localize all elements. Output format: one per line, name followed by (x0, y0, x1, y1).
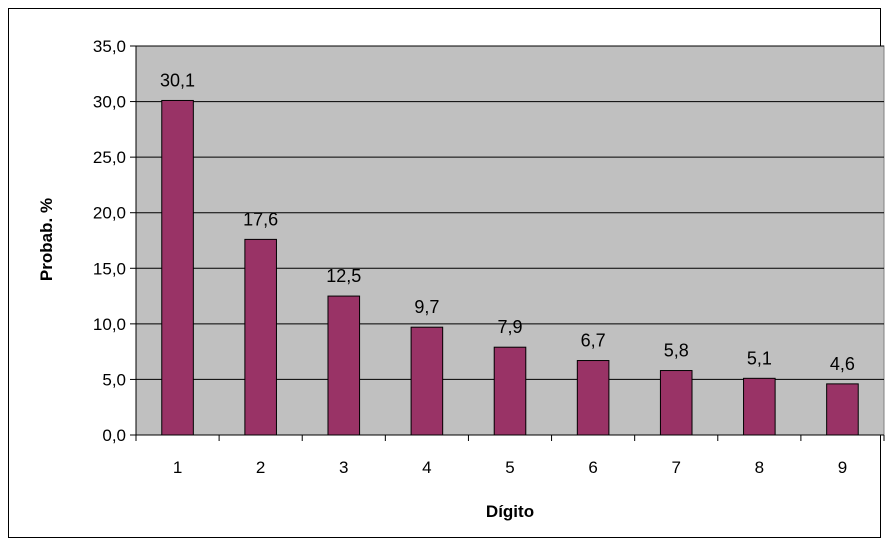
y-tick-label: 0,0 (102, 426, 126, 445)
bar (327, 295, 361, 436)
bar (743, 377, 776, 436)
data-label: 17,6 (243, 209, 278, 229)
data-label: 7,9 (497, 317, 522, 337)
y-tick-label: 15,0 (93, 259, 126, 278)
y-tick-label: 35,0 (93, 37, 126, 56)
x-tick-label: 4 (422, 458, 431, 477)
bar (493, 346, 527, 436)
x-tick-label: 9 (838, 458, 847, 477)
y-tick-label: 25,0 (93, 148, 126, 167)
data-label: 5,1 (747, 348, 772, 368)
bar (826, 383, 859, 436)
y-tick-label: 20,0 (93, 204, 126, 223)
x-tick-label: 5 (505, 458, 514, 477)
bar (659, 370, 693, 436)
bar (161, 99, 194, 436)
x-tick-label: 2 (256, 458, 265, 477)
data-label: 4,6 (830, 354, 855, 374)
x-tick-label: 3 (339, 458, 348, 477)
bar (244, 238, 277, 436)
bar (410, 326, 444, 436)
y-tick-labels: 0,0 5,0 10,0 15,0 20,0 25,0 30,0 35,0 (93, 37, 126, 445)
data-label: 5,8 (664, 341, 689, 361)
data-label: 30,1 (160, 70, 195, 90)
data-label: 6,7 (581, 331, 606, 351)
bars (161, 99, 859, 436)
bar (576, 360, 610, 436)
x-tick-label: 7 (671, 458, 680, 477)
y-tick-label: 5,0 (102, 370, 126, 389)
y-tick-label: 30,0 (93, 93, 126, 112)
y-tick-label: 10,0 (93, 315, 126, 334)
x-tick-label: 6 (588, 458, 597, 477)
x-tick-label: 1 (173, 458, 182, 477)
data-label: 12,5 (326, 266, 361, 286)
axes (130, 45, 885, 441)
x-tick-labels: 1 2 3 4 5 6 7 8 9 (173, 458, 847, 477)
data-labels: 30,1 17,6 12,5 9,7 7,9 6,7 5,8 5,1 4,6 (160, 70, 855, 373)
y-axis-title: Probab. % (37, 198, 56, 281)
x-axis-title: Dígito (486, 502, 534, 521)
x-tick-label: 8 (755, 458, 764, 477)
data-label: 9,7 (414, 297, 439, 317)
